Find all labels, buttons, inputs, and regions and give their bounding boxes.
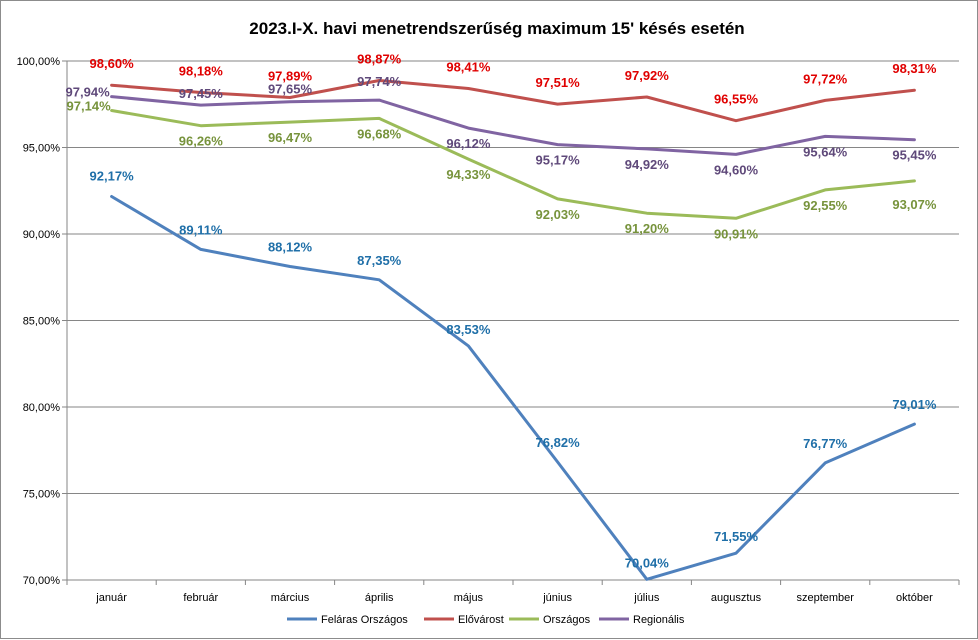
- x-tick-label: június: [542, 592, 572, 604]
- series-lines: [110, 79, 916, 581]
- data-label: 71,55%: [714, 529, 759, 544]
- x-tick-label: január: [95, 592, 127, 604]
- data-label: 97,72%: [803, 71, 848, 86]
- y-tick-label: 100,00%: [17, 56, 61, 68]
- data-label: 88,12%: [268, 240, 313, 255]
- x-tick-label: február: [183, 592, 218, 604]
- data-label: 96,55%: [714, 92, 759, 107]
- data-label: 97,94%: [66, 85, 111, 100]
- y-tick-label: 95,00%: [23, 143, 61, 155]
- data-label: 94,33%: [446, 167, 491, 182]
- data-label: 98,41%: [446, 60, 491, 75]
- data-label: 83,53%: [446, 322, 491, 337]
- data-label: 93,07%: [892, 197, 937, 212]
- legend-label: Feláras Országos: [321, 614, 408, 626]
- data-label: 98,60%: [90, 56, 135, 71]
- x-tick-label: szeptember: [796, 592, 854, 604]
- data-label: 79,01%: [892, 397, 937, 412]
- x-axis: január február március április május június jú…: [66, 580, 960, 604]
- data-label: 98,18%: [179, 63, 224, 78]
- series-line: [110, 79, 916, 123]
- data-label: 98,87%: [357, 52, 402, 67]
- x-tick-label: július: [633, 592, 660, 604]
- data-label: 97,51%: [536, 75, 581, 90]
- data-label: 97,65%: [268, 82, 313, 97]
- y-tick-label: 70,00%: [23, 575, 61, 587]
- x-tick-label: április: [365, 592, 394, 604]
- data-label: 95,45%: [892, 148, 937, 163]
- data-label: 94,60%: [714, 162, 759, 177]
- data-label: 96,68%: [357, 126, 402, 141]
- data-label: 70,04%: [625, 555, 670, 570]
- data-label: 92,17%: [90, 168, 135, 183]
- data-label: 76,82%: [536, 435, 581, 450]
- y-tick-label: 75,00%: [23, 489, 61, 501]
- x-tick-label: augusztus: [711, 592, 762, 604]
- x-tick-label: május: [454, 592, 484, 604]
- legend-label: Elővárost: [458, 614, 504, 626]
- data-label: 92,55%: [803, 198, 848, 213]
- series-line: [110, 109, 916, 220]
- series-line: [110, 195, 916, 581]
- data-label: 87,35%: [357, 253, 402, 268]
- chart-title: 2023.I-X. havi menetrendszerűség maximum…: [249, 19, 744, 38]
- legend-label: Országos: [543, 614, 591, 626]
- x-tick-label: október: [896, 592, 933, 604]
- data-label: 95,64%: [803, 144, 848, 159]
- data-label: 97,45%: [179, 86, 224, 101]
- data-label: 90,91%: [714, 226, 759, 241]
- data-label: 97,74%: [357, 74, 402, 89]
- data-label: 76,77%: [803, 436, 848, 451]
- y-tick-label: 85,00%: [23, 316, 61, 328]
- data-label: 96,26%: [179, 134, 224, 149]
- data-label: 96,12%: [446, 136, 491, 151]
- data-label: 97,89%: [268, 69, 313, 84]
- y-tick-label: 80,00%: [23, 402, 61, 414]
- y-axis: 70,00% 75,00% 80,00% 85,00% 90,00% 95,00% 100,…: [17, 56, 68, 587]
- data-label: 96,47%: [268, 130, 313, 145]
- legend-label: Regionális: [633, 614, 685, 626]
- y-tick-label: 90,00%: [23, 229, 61, 241]
- legend: Feláras Országos Elővárost Országos Regioná…: [287, 614, 685, 626]
- data-label: 98,31%: [892, 61, 937, 76]
- data-label: 94,92%: [625, 157, 670, 172]
- data-label: 91,20%: [625, 221, 670, 236]
- data-label: 97,92%: [625, 68, 670, 83]
- data-label: 92,03%: [536, 207, 581, 222]
- series-line: [110, 95, 916, 156]
- data-label: 95,17%: [536, 153, 581, 168]
- data-labels: 92,17% 89,11% 88,12% 87,35% 83,53% 76,82% 70,0…: [66, 52, 937, 571]
- x-tick-label: március: [271, 592, 310, 604]
- gridlines: [67, 60, 959, 581]
- data-label: 89,11%: [179, 222, 223, 237]
- data-label: 97,14%: [67, 98, 112, 113]
